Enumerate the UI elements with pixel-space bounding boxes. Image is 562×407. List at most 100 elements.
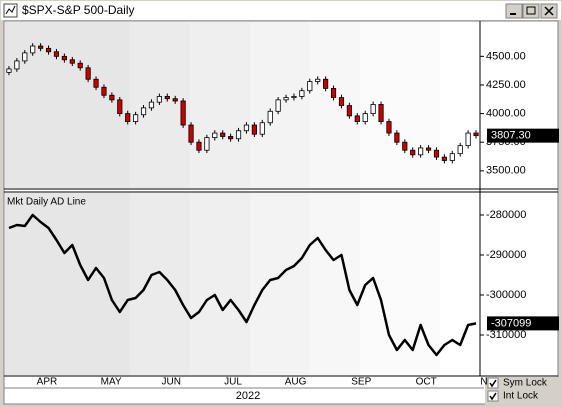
candle-body (117, 99, 123, 114)
candle-body (140, 107, 147, 116)
candle-body (362, 113, 368, 122)
candle-body (69, 59, 75, 64)
month-band (250, 193, 310, 375)
candle-body (180, 100, 186, 126)
candle-body (449, 153, 455, 161)
candle-body (283, 97, 289, 101)
candle-body (465, 132, 471, 147)
maximize-button[interactable] (522, 3, 540, 19)
candle-body (204, 137, 210, 151)
candle-body (323, 78, 329, 89)
candle-body (473, 132, 479, 137)
candle-body (370, 104, 376, 114)
candle-body (14, 60, 20, 70)
month-band (310, 193, 360, 375)
candle-body (6, 68, 12, 73)
candle-body (378, 104, 384, 123)
x-tick-label: APR (37, 377, 58, 388)
window-title: $SPX-S&P 500-Daily (22, 3, 135, 17)
month-band (5, 193, 60, 375)
month-band (190, 193, 250, 375)
candle-body (212, 132, 218, 139)
candle-body (386, 121, 392, 134)
current-value-label: 3807.30 (491, 130, 531, 142)
current-value-box (487, 316, 559, 331)
candle-body (275, 99, 281, 112)
month-band (60, 193, 130, 375)
candle-body (22, 52, 28, 62)
candle-body (196, 141, 202, 151)
y-tick-label: -310000 (486, 329, 526, 341)
check-glyph (489, 392, 497, 401)
x-tick-label: JUN (162, 377, 181, 388)
minimize-button[interactable] (505, 3, 523, 19)
candle-body (267, 110, 273, 124)
x-tick-label: MAY (101, 377, 122, 388)
candle-body (402, 141, 408, 151)
y-tick-label: 4500.00 (486, 50, 526, 62)
candle-body (30, 45, 36, 54)
x-tick-label: AUG (285, 377, 307, 388)
candle-body (307, 81, 313, 92)
current-value-label: -307099 (491, 317, 531, 329)
month-band (130, 193, 190, 375)
candle-body (38, 45, 44, 49)
y-tick-label: -280000 (486, 209, 526, 221)
current-value-box (487, 128, 559, 143)
candle-body (228, 136, 234, 140)
y-tick-label: 4250.00 (486, 79, 526, 91)
candle-body (394, 132, 400, 143)
candle-body (77, 62, 83, 69)
candle-body (125, 113, 131, 122)
x-tick-label: OCT (416, 377, 437, 388)
month-band (130, 22, 190, 188)
close-glyph (544, 6, 554, 16)
maximize-glyph (526, 6, 536, 15)
candle-body (53, 51, 60, 57)
y-tick-label: -300000 (486, 289, 526, 301)
candle-body (457, 145, 463, 155)
candle-body (101, 86, 107, 96)
candle-body (291, 96, 297, 98)
candle-body (109, 94, 115, 101)
candle-body (148, 101, 155, 109)
candle-body (410, 149, 416, 156)
y-tick-label: 3500.00 (486, 165, 526, 177)
x-axis-year: 2022 (236, 390, 260, 402)
candle-body (299, 90, 305, 97)
month-band (440, 193, 480, 375)
candle-body (235, 130, 242, 140)
candle-body (172, 98, 178, 102)
candle-body (133, 114, 139, 122)
panel-title: Mkt Daily AD Line (7, 197, 86, 208)
window-buttons (505, 3, 558, 19)
candle-body (61, 55, 67, 61)
candle-body (85, 67, 91, 80)
candle-body (243, 124, 250, 132)
candle-body (45, 47, 52, 53)
candle-body (441, 156, 447, 161)
candle-body (425, 147, 432, 151)
title-bar (1, 1, 561, 20)
candle-body (315, 78, 321, 82)
month-band (440, 22, 480, 188)
candle-body (354, 115, 360, 122)
candle-body (156, 96, 162, 103)
candle-body (346, 105, 352, 117)
candle-body (251, 124, 257, 135)
month-band (190, 22, 250, 188)
candle-body (188, 124, 194, 143)
month-band (310, 22, 360, 188)
candle-body (164, 96, 170, 100)
y-tick-label: 4000.00 (486, 107, 526, 119)
candle-body (433, 149, 440, 158)
x-tick-label: SEP (351, 377, 371, 388)
candle-body (330, 88, 337, 98)
candle-body (93, 78, 99, 88)
checkbox[interactable] (487, 377, 499, 389)
checkbox[interactable] (487, 390, 499, 402)
y-tick-label: -290000 (486, 249, 526, 261)
candle-body (338, 97, 345, 106)
x-tick-label: JUL (224, 377, 242, 388)
